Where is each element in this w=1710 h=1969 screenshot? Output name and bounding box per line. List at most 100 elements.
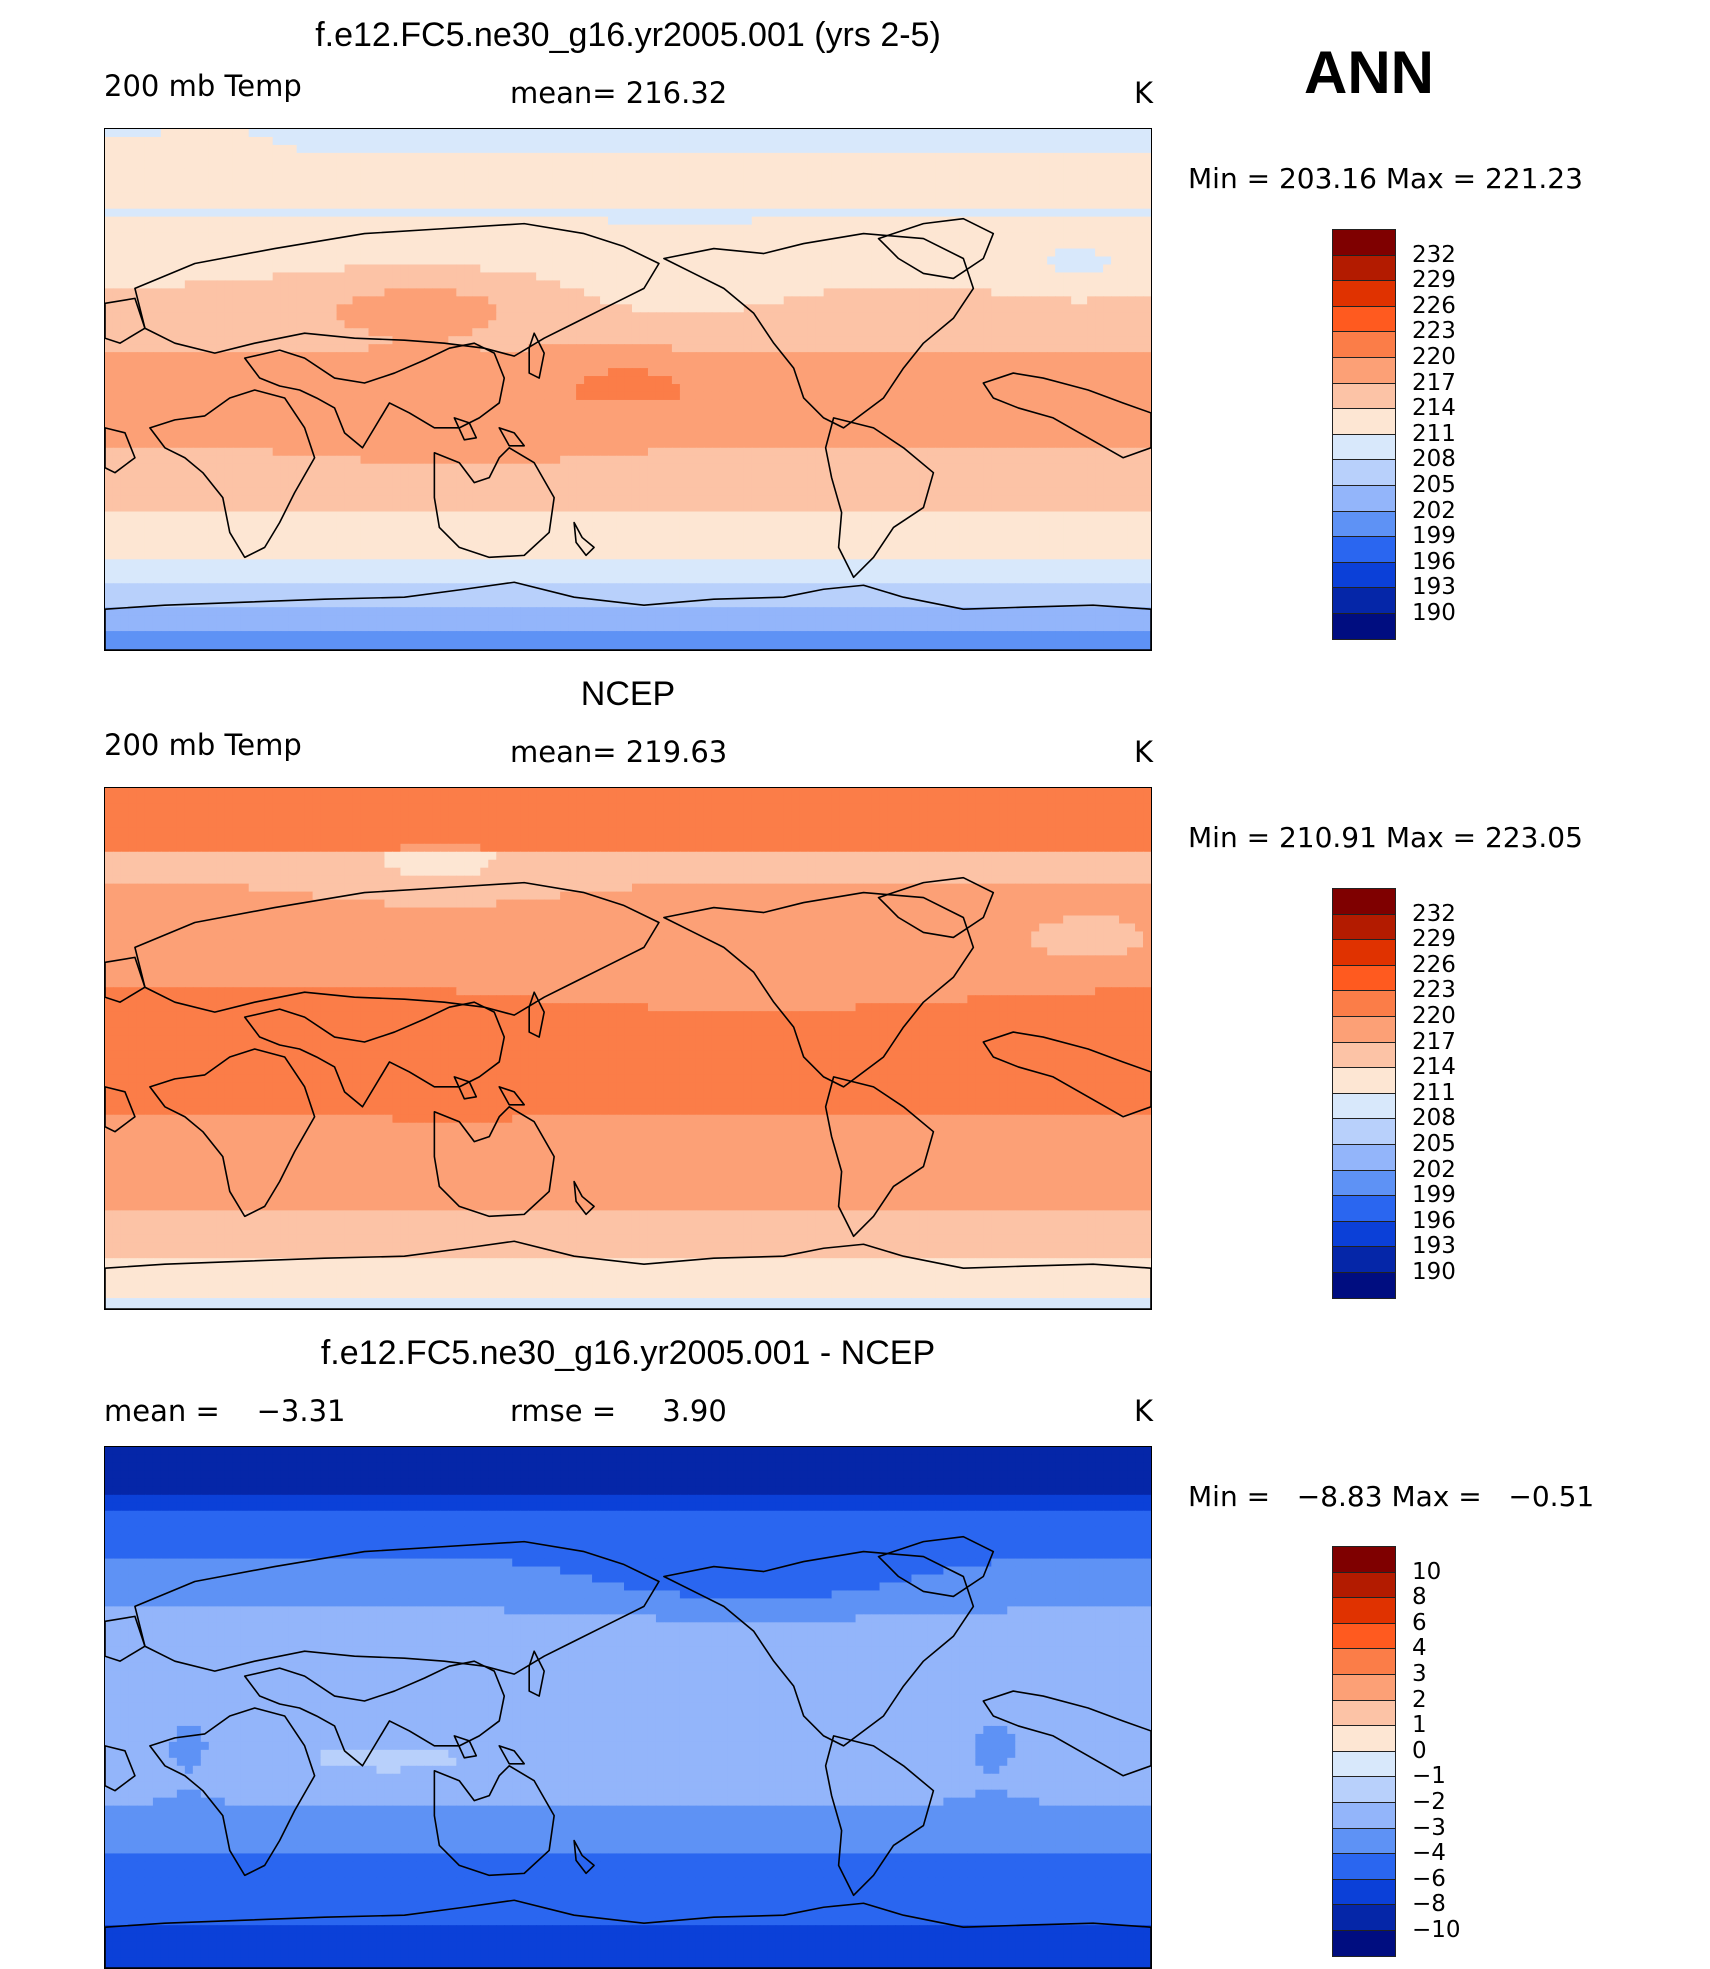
field-cell (839, 368, 849, 377)
field-cell (1071, 176, 1080, 186)
field-cell (168, 352, 178, 361)
field-cell (703, 391, 713, 401)
field-cell (1135, 136, 1144, 146)
field-cell (280, 407, 290, 417)
field-cell (192, 272, 202, 282)
field-cell (919, 152, 929, 162)
field-cell (336, 136, 346, 146)
field-cell (911, 208, 921, 218)
field-cell (1079, 320, 1088, 329)
field-cell (863, 376, 873, 385)
field-cell (592, 176, 601, 186)
field-cell (160, 312, 170, 321)
field-cell (991, 376, 1000, 385)
field-cell (544, 320, 553, 329)
field-cell (1071, 208, 1080, 218)
field-cell (991, 160, 1000, 170)
field-cell (608, 152, 617, 162)
field-cell (160, 192, 170, 202)
field-cell (919, 407, 929, 417)
field-cell (983, 264, 992, 274)
field-cell (823, 423, 833, 433)
field-cell (911, 200, 921, 210)
field-cell (472, 352, 481, 361)
field-cell (1135, 256, 1144, 266)
field-cell (544, 176, 553, 186)
field-cell (112, 415, 122, 425)
field-cell (224, 368, 234, 377)
field-cell (783, 200, 793, 210)
field-cell (424, 399, 433, 409)
field-cell (536, 192, 545, 202)
field-cell (224, 320, 234, 329)
field-cell (983, 152, 992, 162)
field-cell (655, 423, 665, 433)
field-cell (919, 192, 929, 202)
field-cell (200, 176, 210, 186)
field-cell (200, 184, 210, 194)
field-cell (1063, 256, 1072, 266)
field-cell (264, 168, 274, 178)
field-cell (576, 344, 585, 353)
field-cell (536, 288, 545, 297)
field-cell (1031, 391, 1040, 401)
field-cell (727, 256, 737, 266)
field-cell (256, 344, 266, 353)
field-cell (504, 328, 513, 337)
field-cell (903, 256, 913, 266)
field-cell (312, 208, 322, 218)
field-cell (1111, 280, 1120, 289)
field-cell (1071, 368, 1080, 377)
field-cell (392, 399, 402, 409)
field-cell (735, 160, 745, 170)
field-cell (1119, 336, 1128, 345)
field-cell (232, 176, 242, 186)
field-cell (1119, 208, 1128, 218)
field-cell (927, 280, 937, 289)
field-cell (472, 312, 481, 321)
field-cell (496, 144, 505, 154)
field-cell (448, 272, 457, 282)
field-cell (1071, 344, 1080, 353)
field-cell (408, 248, 418, 258)
field-cell (248, 399, 258, 409)
field-cell (663, 136, 673, 146)
field-cell (240, 248, 250, 258)
field-cell (655, 312, 665, 321)
field-cell (783, 264, 793, 274)
field-cell (488, 336, 497, 345)
field-cell (879, 320, 889, 329)
field-cell (120, 224, 130, 234)
field-cell (703, 168, 713, 178)
field-cell (879, 184, 889, 194)
field-cell (360, 168, 370, 178)
field-cell (504, 368, 513, 377)
field-cell (687, 256, 697, 266)
field-cell (480, 384, 489, 393)
field-cell (472, 184, 481, 194)
field-cell (360, 144, 370, 154)
field-cell (951, 376, 960, 385)
field-cell (616, 384, 625, 393)
field-cell (152, 256, 162, 266)
field-cell (160, 320, 170, 329)
field-cell (999, 264, 1008, 274)
field-cell (136, 391, 146, 401)
field-cell (695, 192, 705, 202)
field-cell (560, 144, 569, 154)
field-cell (264, 391, 274, 401)
field-cell (240, 240, 250, 250)
field-cell (336, 304, 346, 313)
field-cell (528, 200, 537, 210)
field-cell (975, 288, 984, 297)
field-cell (456, 152, 465, 162)
field-cell (352, 208, 362, 218)
field-cell (288, 168, 298, 178)
field-cell (528, 208, 537, 218)
field-cell (376, 144, 386, 154)
field-cell (687, 129, 697, 138)
field-cell (631, 168, 641, 178)
field-cell (208, 208, 218, 218)
field-cell (751, 399, 761, 409)
field-cell (224, 160, 234, 170)
